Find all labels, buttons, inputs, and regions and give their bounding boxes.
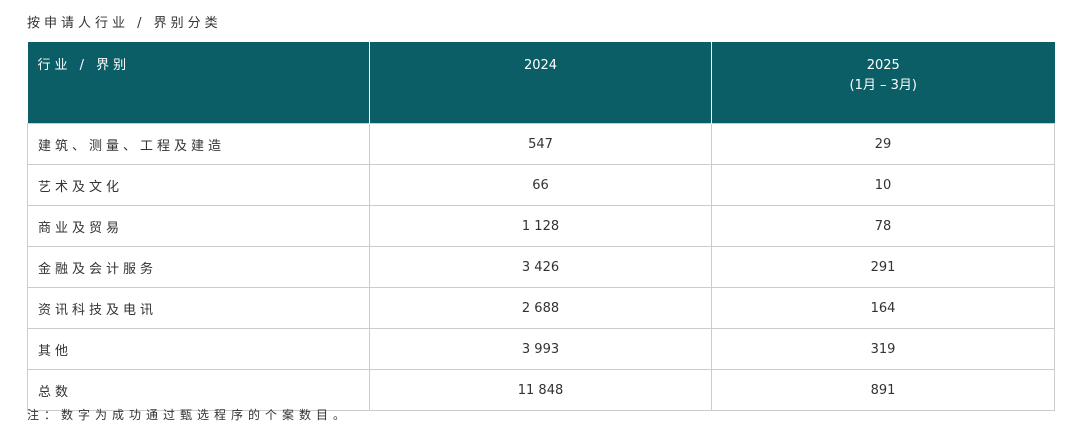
header-row: 行业 / 界别 2024 2025 (1月 – 3月) (27, 42, 1055, 124)
table-cell: 891 (711, 369, 1055, 411)
table-cell: 建筑、测量、工程及建造 (27, 123, 370, 165)
table-cell: 艺术及文化 (27, 164, 370, 206)
header-cell: 行业 / 界别 (27, 42, 370, 124)
table-cell: 3 426 (369, 246, 712, 288)
header-text: 2025 (866, 58, 900, 73)
header-text: 行业 / 界别 (37, 58, 131, 73)
table-cell: 291 (711, 246, 1055, 288)
table-cell: 66 (369, 164, 712, 206)
table-cell: 资讯科技及电讯 (27, 287, 370, 329)
table-cell: 金融及会计服务 (27, 246, 370, 288)
table-cell: 10 (711, 164, 1055, 206)
header-cell: 2025 (1月 – 3月) (711, 42, 1055, 124)
table-cell: 商业及贸易 (27, 205, 370, 247)
table-cell: 78 (711, 205, 1055, 247)
table: 行业 / 界别 2024 2025 (1月 – 3月) 建筑、测量、工程及建造 547 2… (27, 42, 1055, 411)
table-body: 建筑、测量、工程及建造 547 29 艺术及文化 66 10 商业及贸易 1 128 78 金融及… (27, 123, 1055, 411)
table-cell: 11 848 (369, 369, 712, 411)
caption: 按申请人行业 / 界别分类 (27, 16, 222, 31)
note: 注：数字为成功通过甄选程序的个案数目。 (27, 408, 351, 422)
table-row: 金融及会计服务 3 426 291 (27, 246, 1055, 288)
table-cell: 29 (711, 123, 1055, 165)
table-cell: 2 688 (369, 287, 712, 329)
header-text: 2024 (523, 58, 558, 73)
table-row: 商业及贸易 1 128 78 (27, 205, 1055, 247)
table-cell: 总数 (27, 369, 370, 411)
table-row: 艺术及文化 66 10 (27, 164, 1055, 206)
table-cell: 547 (369, 123, 712, 165)
table-row: 总数 11 848 891 (27, 369, 1055, 411)
table-cell: 1 128 (369, 205, 712, 247)
table-row: 其他 3 993 319 (27, 328, 1055, 370)
table-cell: 319 (711, 328, 1055, 370)
header-cell: 2024 (369, 42, 712, 124)
table-row: 建筑、测量、工程及建造 547 29 (27, 123, 1055, 165)
table-row: 资讯科技及电讯 2 688 164 (27, 287, 1055, 329)
table-cell: 164 (711, 287, 1055, 329)
table-cell: 3 993 (369, 328, 712, 370)
header-text: (1月 – 3月) (849, 78, 917, 93)
table-cell: 其他 (27, 328, 370, 370)
